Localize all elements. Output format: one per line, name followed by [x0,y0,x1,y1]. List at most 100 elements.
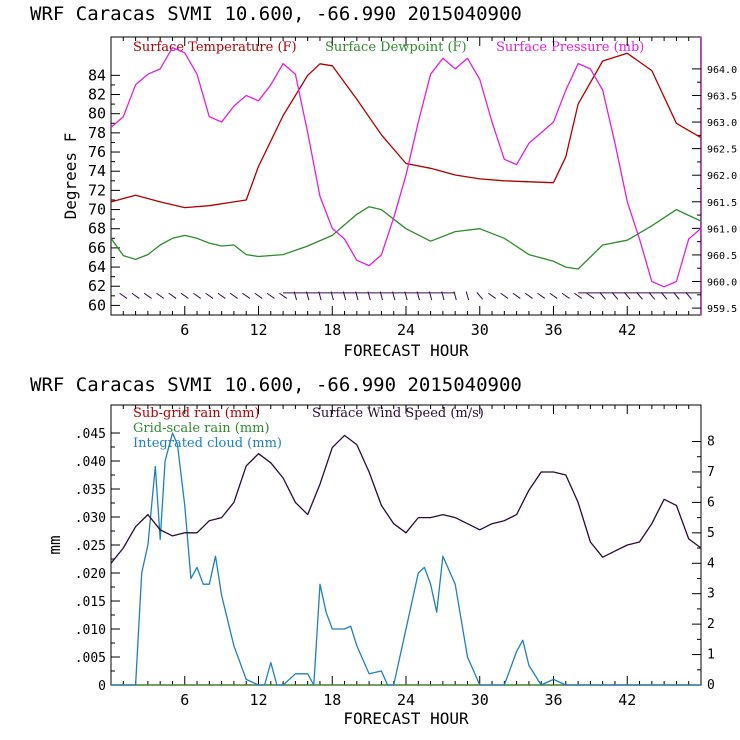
top-y-tick-label: 62 [88,277,106,295]
wind-barb [168,292,177,299]
wind-barb [574,292,583,299]
bottom-y2-tick-label: 7 [707,465,715,480]
bottom-y-tick-label: .040 [75,455,106,470]
wind-barb [229,292,238,299]
wind-barb [660,292,668,300]
bottom-y-tick-label: .025 [75,539,106,554]
bottom-x-axis-label: FORECAST HOUR [343,709,469,728]
top-y-tick-label: 78 [88,124,106,142]
bottom-y2-tick-label: 5 [707,526,715,541]
wind-barb [193,292,202,299]
wind-barb [599,292,606,300]
top-y2-tick-label: 962.0 [707,171,737,182]
top-y2-tick-label: 964.0 [707,65,737,76]
top-y-tick-label: 80 [88,105,106,123]
wind-barb [586,292,595,299]
wind-barb [673,292,680,300]
wind-barb [279,292,288,299]
series-line-surface-dewpoint-f [110,206,702,270]
top-x-tick-label: 18 [323,321,341,339]
wind-barb [561,292,570,299]
bottom-y2-tick-label: 2 [707,617,715,632]
top-y-tick-label: 82 [88,86,106,104]
bottom-y-axis-label: mm [45,535,64,554]
top-y-tick-label: 84 [88,66,106,84]
bottom-ticks: 6 12 18 24 30 36 420.005.010.015.020.025.030.0… [75,405,715,709]
legend-surface-dewpoint: Surface Dewpoint (F) [325,40,467,55]
bottom-y-tick-label: .005 [75,651,106,666]
top-y-tick-label: 60 [88,296,106,314]
top-y-tick-label: 68 [88,220,106,238]
wind-barb [549,292,558,299]
series-line-surface-wind-speed-m-s [110,434,702,564]
series-line-surface-temperature-f [110,52,702,209]
top-chart-title: WRF Caracas SVMI 10.600, -66.990 2015040… [30,3,522,25]
top-y2-tick-label: 961.5 [707,198,737,209]
top-y-tick-label: 76 [88,143,106,161]
bottom-x-tick-label: 30 [471,691,489,709]
bottom-y2-tick-label: 8 [707,435,715,450]
top-y2-tick-label: 963.5 [707,91,737,102]
wind-barb [476,292,484,300]
legend-surface-wind-speed: Surface Wind Speed (m/s) [312,406,484,421]
top-y2-tick-label: 962.5 [707,145,737,156]
legend-grid-scale-rain: Grid-scale rain (mm) [133,421,270,436]
rain-cloud-wind-panel: WRF Caracas SVMI 10.600, -66.990 2015040… [30,374,715,728]
bottom-y-tick-label: .010 [75,623,106,638]
top-y-tick-label: 74 [88,162,106,180]
wind-barb [623,292,631,300]
legend-surface-temperature: Surface Temperature (F) [133,40,297,55]
legend-subgrid-rain: Sub-grid rain (mm) [133,406,260,421]
wind-barb [648,292,656,300]
top-y-tick-label: 66 [88,239,106,257]
temperature-pressure-panel: WRF Caracas SVMI 10.600, -66.990 2015040… [30,3,737,360]
wind-barb [512,292,521,299]
top-y-tick-label: 64 [88,258,106,276]
legend-integrated-cloud: Integrated cloud (mm) [133,436,282,451]
top-y-tick-label: 72 [88,181,106,199]
top-right-axis-line [700,37,701,315]
wind-barb [524,292,533,299]
bottom-x-tick-label: 6 [180,691,189,709]
top-y2-tick-label: 961.0 [707,224,737,235]
bottom-y-tick-label: .015 [75,595,106,610]
bottom-x-tick-label: 36 [544,691,562,709]
top-x-tick-label: 42 [618,321,636,339]
wind-barb [217,292,226,299]
wind-barb [636,292,643,300]
bottom-x-tick-label: 24 [397,691,415,709]
wind-barb-row [119,291,701,301]
wind-barb [685,292,692,300]
top-y2-tick-label: 960.5 [707,251,737,262]
wind-barb [156,292,165,299]
legend-surface-pressure: Surface Pressure (mb) [496,40,644,55]
bottom-y2-tick-label: 6 [707,495,715,510]
wind-barb [465,291,470,301]
wind-barb [119,292,128,299]
wind-barb [143,292,152,299]
wind-barb [488,292,497,299]
bottom-x-tick-label: 42 [618,691,636,709]
top-x-tick-label: 36 [544,321,562,339]
top-x-tick-label: 24 [397,321,415,339]
top-y-tick-label: 70 [88,201,106,219]
top-x-tick-label: 12 [249,321,267,339]
top-series [110,46,702,288]
bottom-y-tick-label: .045 [75,427,106,442]
top-y-axis-label: Degrees F [61,133,80,220]
bottom-x-tick-label: 18 [323,691,341,709]
bottom-chart-title: WRF Caracas SVMI 10.600, -66.990 2015040… [30,374,522,396]
bottom-y-tick-label: .020 [75,567,106,582]
bottom-y2-tick-label: 0 [707,678,715,693]
series-line-integrated-cloud-mm [111,432,701,686]
top-x-tick-label: 6 [180,321,189,339]
wind-barb [205,292,214,299]
bottom-y-tick-label: 0 [98,679,106,694]
wind-barb [266,292,275,299]
bottom-y2-tick-label: 3 [707,587,715,602]
top-x-axis-label: FORECAST HOUR [343,341,469,360]
top-y2-tick-label: 963.0 [707,118,737,129]
series-line-surface-pressure-mb [110,46,702,288]
